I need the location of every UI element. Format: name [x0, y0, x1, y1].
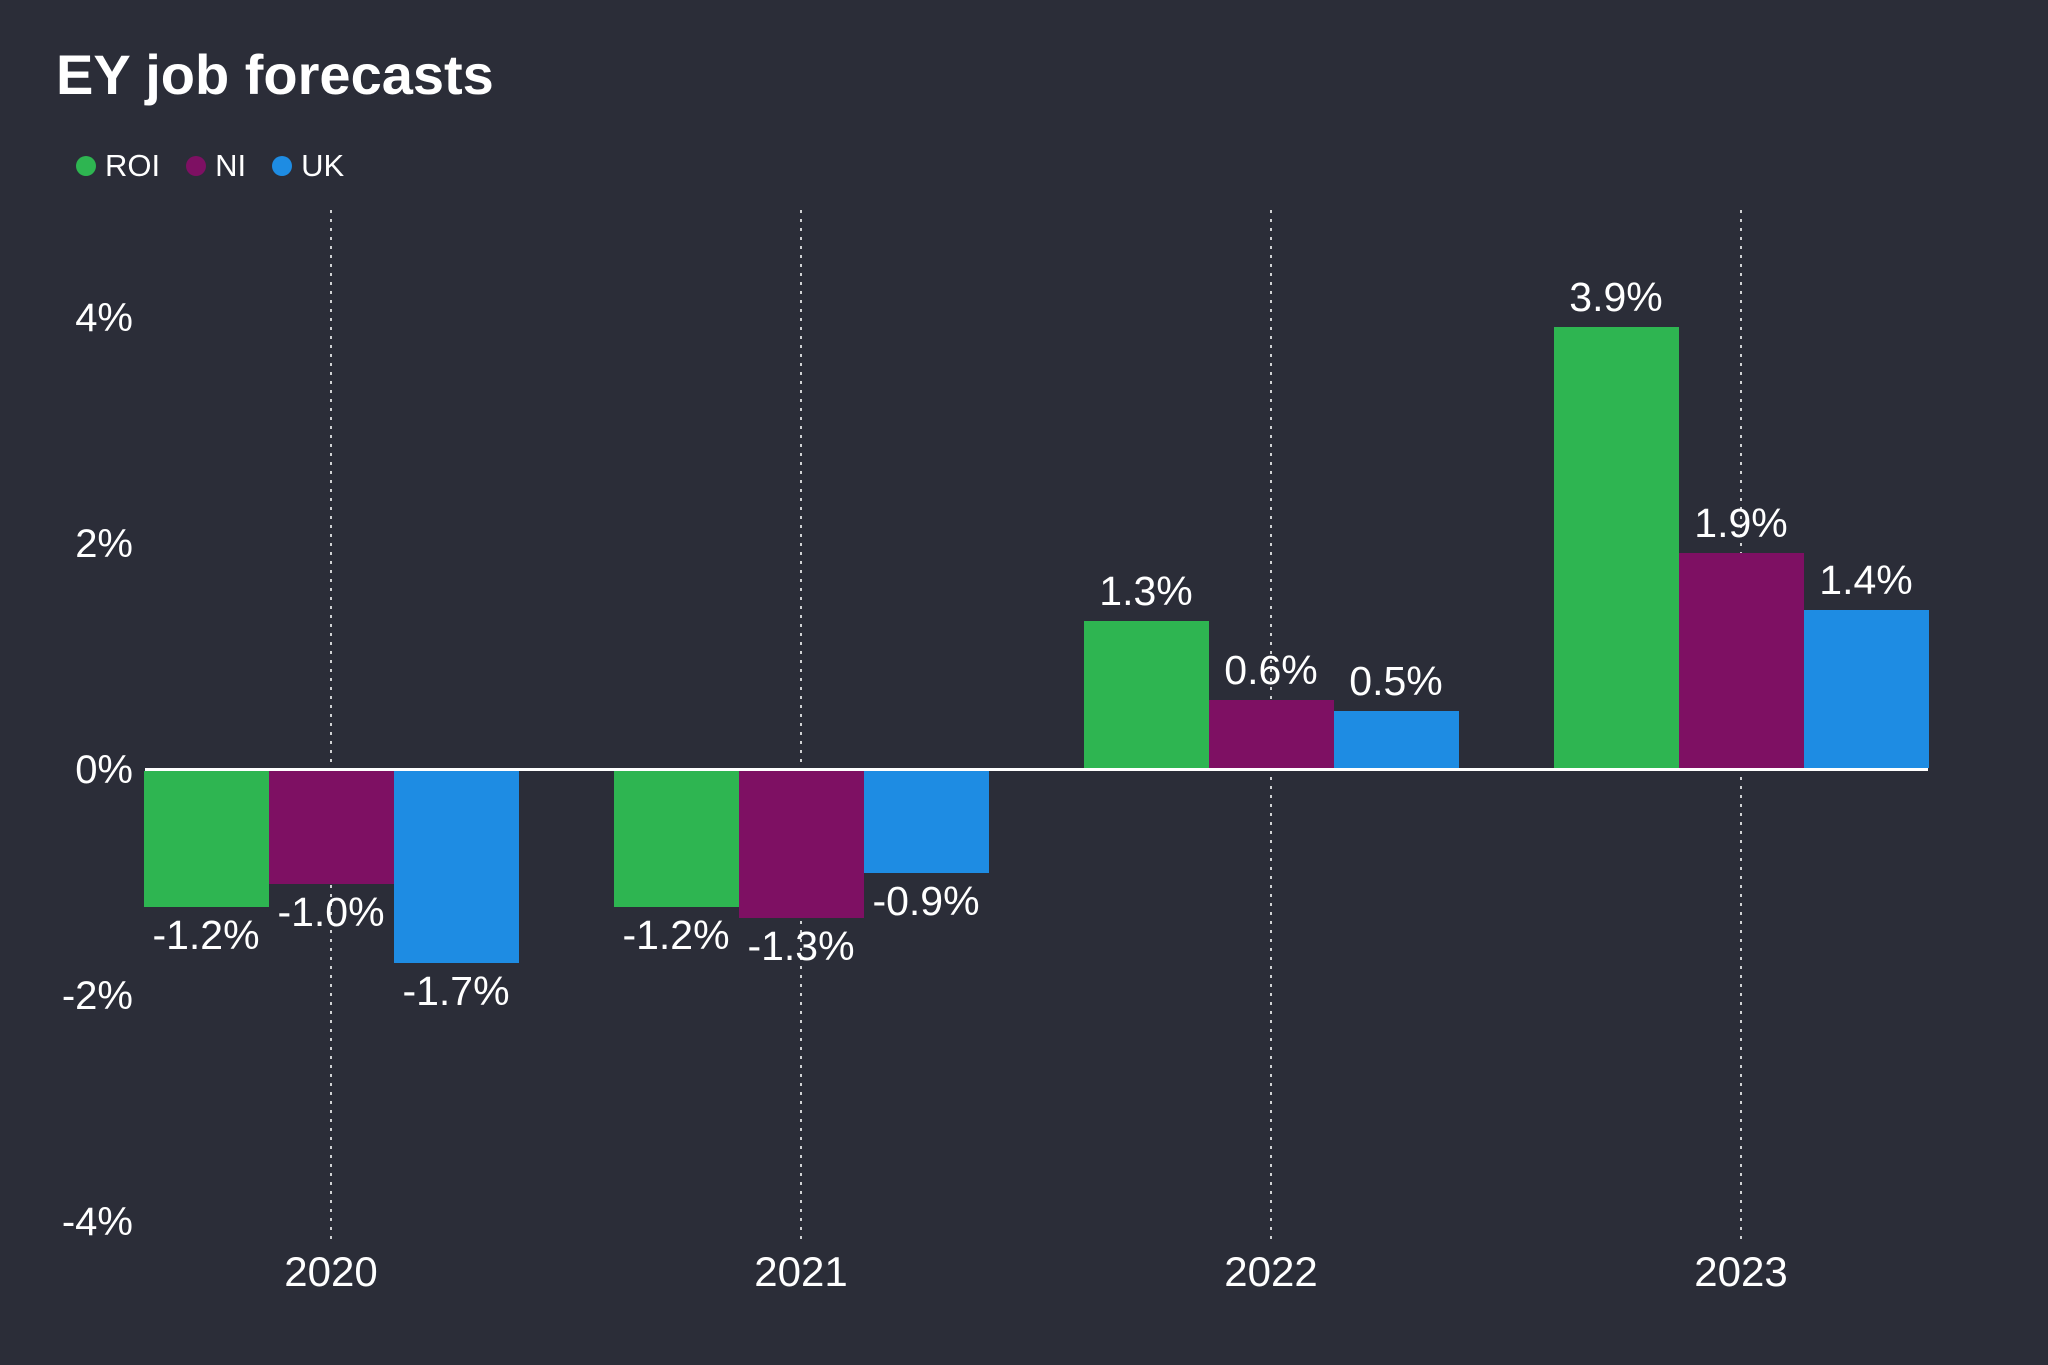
bar-value-label: 1.3% [1099, 568, 1193, 614]
legend-item-roi: ROI [76, 150, 160, 181]
bar-value-label: -1.3% [747, 923, 855, 969]
bar-value-label: 1.4% [1819, 557, 1913, 603]
bar-value-label: 0.5% [1349, 658, 1443, 704]
legend-item-uk: UK [272, 150, 344, 181]
legend-dot-icon [76, 155, 96, 176]
legend-label: NI [215, 148, 247, 183]
bar-roi-2021 [613, 771, 739, 907]
chart-title: EY job forecasts [56, 43, 494, 106]
bar-roi-2020 [143, 771, 269, 907]
y-tick-label: 2% [75, 522, 133, 566]
bar-value-label: -1.0% [277, 889, 385, 935]
bar-value-label: 3.9% [1569, 274, 1663, 320]
x-tick-label-2023: 2023 [1694, 1248, 1788, 1295]
bar-uk-2023 [1803, 610, 1929, 768]
bar-uk-2020 [393, 771, 519, 963]
x-axis-zero-line [145, 768, 1928, 771]
legend-label: ROI [105, 148, 161, 183]
y-tick-label: -2% [61, 974, 133, 1018]
y-tick-label: 4% [75, 296, 133, 340]
bar-value-label: 1.9% [1694, 500, 1788, 546]
bar-uk-2021 [863, 771, 989, 873]
legend: ROI NI UK [76, 150, 344, 181]
gridline-2021 [800, 210, 802, 1244]
bar-ni-2022 [1208, 700, 1334, 768]
legend-dot-icon [272, 155, 293, 176]
bar-value-label: -1.2% [152, 912, 260, 958]
bar-ni-2020 [268, 771, 394, 884]
bar-value-label: 0.6% [1224, 647, 1318, 693]
bar-roi-2023 [1553, 327, 1679, 768]
legend-label: UK [301, 148, 345, 183]
bar-ni-2021 [738, 771, 864, 918]
y-tick-label: -4% [61, 1200, 133, 1244]
gridline-2020 [330, 210, 332, 1244]
bar-uk-2022 [1333, 711, 1459, 768]
legend-dot-icon [186, 155, 207, 176]
bar-ni-2023 [1678, 553, 1804, 768]
bar-roi-2022 [1083, 621, 1209, 768]
x-tick-label-2022: 2022 [1224, 1248, 1318, 1295]
x-tick-label-2020: 2020 [284, 1248, 378, 1295]
bar-value-label: -1.2% [622, 912, 730, 958]
y-tick-label: 0% [75, 748, 133, 792]
x-tick-label-2021: 2021 [754, 1248, 848, 1295]
bar-value-label: -0.9% [872, 878, 980, 924]
legend-item-ni: NI [186, 150, 246, 181]
bar-value-label: -1.7% [402, 968, 510, 1014]
